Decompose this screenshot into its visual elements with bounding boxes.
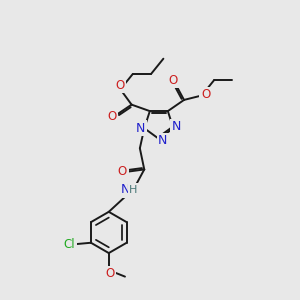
Text: N: N bbox=[172, 120, 181, 133]
Text: O: O bbox=[118, 165, 127, 178]
Text: N: N bbox=[158, 134, 167, 147]
Text: O: O bbox=[107, 110, 117, 123]
Text: N: N bbox=[121, 183, 130, 196]
Text: O: O bbox=[201, 88, 210, 101]
Text: N: N bbox=[136, 122, 146, 135]
Text: H: H bbox=[129, 185, 137, 195]
Text: O: O bbox=[106, 267, 115, 280]
Text: O: O bbox=[115, 79, 124, 92]
Text: Cl: Cl bbox=[64, 238, 75, 251]
Text: O: O bbox=[169, 74, 178, 87]
